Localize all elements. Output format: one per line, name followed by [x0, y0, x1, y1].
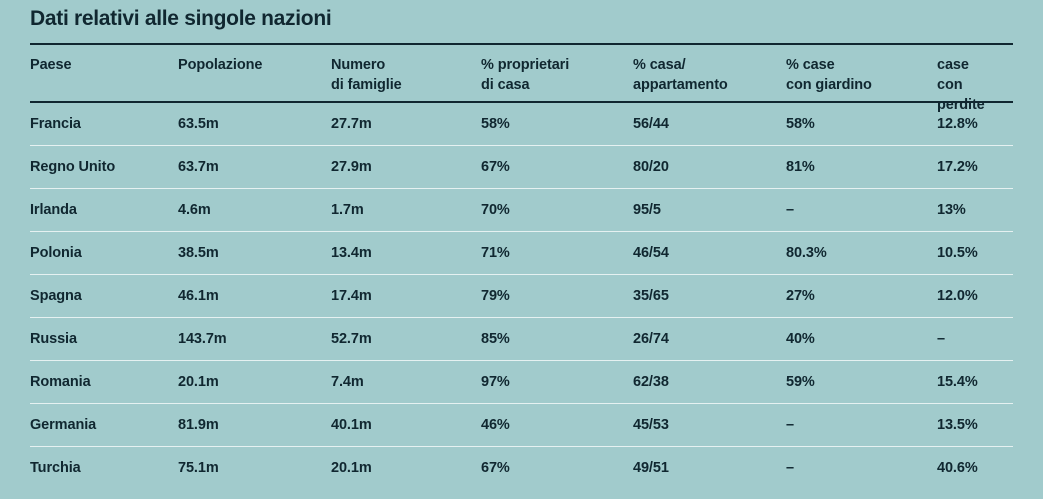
table-cell: Francia [30, 116, 81, 132]
table-row: Regno Unito 63.7m 27.9m 67% 80/20 81% 17.2% [30, 146, 1013, 189]
table-cell: 58% [481, 116, 510, 132]
table-cell: 17.4m [331, 288, 372, 304]
table-cell: 12.0% [937, 288, 978, 304]
table-cell: Spagna [30, 288, 82, 304]
table-cell: 40% [786, 331, 815, 347]
table-cell: 80/20 [633, 159, 669, 175]
column-header-proprietari: % proprietari di casa [481, 57, 570, 93]
table-cell: 62/38 [633, 374, 669, 390]
table-cell: 27.9m [331, 159, 372, 175]
table-cell: – [786, 460, 794, 476]
table-cell: 7.4m [331, 374, 364, 390]
table-cell: – [937, 331, 945, 347]
table-cell: 63.7m [178, 159, 219, 175]
table-cell: 27.7m [331, 116, 372, 132]
table-cell: 81% [786, 159, 815, 175]
table-cell: 27% [786, 288, 815, 304]
header-rule [30, 101, 1013, 103]
table-cell: 46% [481, 417, 510, 433]
table-cell: 38.5m [178, 245, 219, 261]
column-header-casa-app: % casa/ appartamento [633, 57, 728, 93]
table-cell: 81.9m [178, 417, 219, 433]
table-cell: 143.7m [178, 331, 227, 347]
table-cell: 52.7m [331, 331, 372, 347]
table-cell: 97% [481, 374, 510, 390]
table-cell: 20.1m [178, 374, 219, 390]
table-cell: 63.5m [178, 116, 219, 132]
table-cell: Polonia [30, 245, 82, 261]
table-cell: 58% [786, 116, 815, 132]
table-cell: 80.3% [786, 245, 827, 261]
column-header-famiglie: Numero di famiglie [331, 57, 402, 93]
table-row: Polonia 38.5m 13.4m 71% 46/54 80.3% 10.5% [30, 232, 1013, 275]
table-row: Irlanda 4.6m 1.7m 70% 95/5 – 13% [30, 189, 1013, 232]
table-cell: 40.1m [331, 417, 372, 433]
table-cell: Germania [30, 417, 97, 433]
column-header-giardino: % case con giardino [786, 57, 872, 93]
table-cell: 70% [481, 202, 510, 218]
table-row: Romania 20.1m 7.4m 97% 62/38 59% 15.4% [30, 361, 1013, 404]
table-cell: 15.4% [937, 374, 978, 390]
table-cell: Regno Unito [30, 159, 116, 175]
table-cell: 20.1m [331, 460, 372, 476]
table-cell: 4.6m [178, 202, 211, 218]
table-cell: 26/74 [633, 331, 669, 347]
table-cell: 75.1m [178, 460, 219, 476]
table-cell: 59% [786, 374, 815, 390]
table-body: Francia 63.5m 27.7m 58% 56/44 58% 12.8% Regno U… [30, 103, 1013, 489]
table-cell: 49/51 [633, 460, 669, 476]
table-cell: 13.4m [331, 245, 372, 261]
column-header-paese: Paese [30, 57, 72, 73]
title-rule [30, 43, 1013, 45]
table-cell: 17.2% [937, 159, 978, 175]
table-row: Spagna 46.1m 17.4m 79% 35/65 27% 12.0% [30, 275, 1013, 318]
table-cell: 40.6% [937, 460, 978, 476]
table-row: Francia 63.5m 27.7m 58% 56/44 58% 12.8% [30, 103, 1013, 146]
table-cell: 67% [481, 460, 510, 476]
table-cell: Irlanda [30, 202, 77, 218]
table-cell: Russia [30, 331, 77, 347]
table-cell: 12.8% [937, 116, 978, 132]
column-header-popolazione: Popolazione [178, 57, 263, 73]
table-cell: 46/54 [633, 245, 669, 261]
table-cell: – [786, 202, 794, 218]
table-cell: 85% [481, 331, 510, 347]
table-cell: 67% [481, 159, 510, 175]
table-cell: 1.7m [331, 202, 364, 218]
table-row: Turchia 75.1m 20.1m 67% 49/51 – 40.6% [30, 447, 1013, 489]
table-cell: 45/53 [633, 417, 669, 433]
table-row: Russia 143.7m 52.7m 85% 26/74 40% – [30, 318, 1013, 361]
table-cell: – [786, 417, 794, 433]
table-cell: 13.5% [937, 417, 978, 433]
table-cell: 46.1m [178, 288, 219, 304]
table-cell: 71% [481, 245, 510, 261]
table-cell: 13% [937, 202, 966, 218]
table-cell: 56/44 [633, 116, 669, 132]
table-cell: Romania [30, 374, 91, 390]
table-cell: 10.5% [937, 245, 978, 261]
table-row: Germania 81.9m 40.1m 46% 45/53 – 13.5% [30, 404, 1013, 447]
table-cell: 79% [481, 288, 510, 304]
page-title: Dati relativi alle singole nazioni [30, 7, 332, 30]
table-cell: Turchia [30, 460, 81, 476]
table-cell: 95/5 [633, 202, 661, 218]
table-cell: 35/65 [633, 288, 669, 304]
